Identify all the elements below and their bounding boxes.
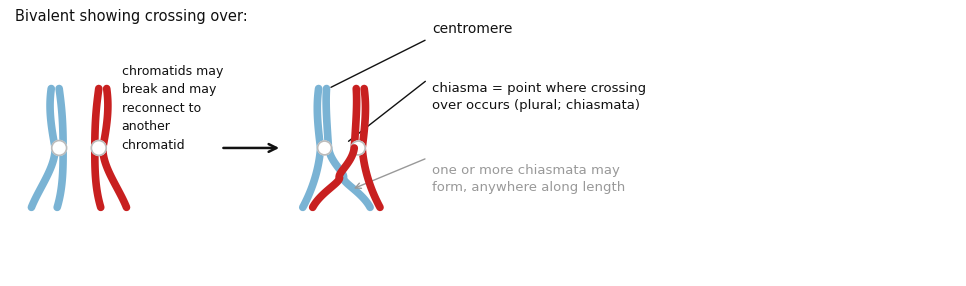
Text: one or more chiasmata may
form, anywhere along length: one or more chiasmata may form, anywhere… — [433, 164, 626, 194]
Circle shape — [52, 140, 67, 155]
Circle shape — [318, 141, 331, 155]
Text: chiasma = point where crossing
over occurs (plural; chiasmata): chiasma = point where crossing over occu… — [433, 82, 646, 112]
Text: chromatids may
break and may
reconnect to
another
chromatid: chromatids may break and may reconnect t… — [122, 65, 223, 152]
Text: centromere: centromere — [433, 22, 513, 36]
Circle shape — [92, 140, 106, 155]
Circle shape — [352, 141, 365, 155]
Text: Bivalent showing crossing over:: Bivalent showing crossing over: — [14, 9, 247, 24]
